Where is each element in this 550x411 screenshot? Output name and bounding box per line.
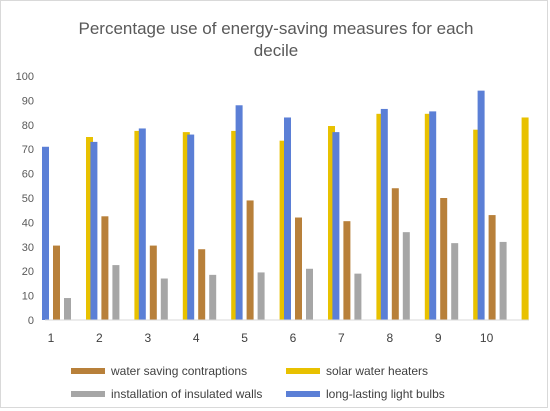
- legend-swatch-long-lasting-light-bulbs: [286, 391, 320, 397]
- y-tick-label: 90: [22, 95, 34, 107]
- bar-water-saving-contraptions-1: [53, 245, 60, 320]
- bar-water-saving-contraptions-5: [246, 200, 254, 320]
- legend-swatch-solar-water-heaters: [286, 368, 320, 374]
- x-tick-label: 6: [290, 331, 297, 345]
- bar-water-saving-contraptions-8: [391, 188, 399, 320]
- bar-solar-water-heaters-1: [86, 137, 93, 320]
- y-tick-label: 40: [22, 217, 34, 229]
- x-tick-label: 7: [338, 331, 345, 345]
- bar-long-lasting-light-bulbs-8: [380, 108, 388, 320]
- bar-solar-water-heaters-5: [279, 140, 287, 320]
- legend-label-long-lasting-light-bulbs: long-lasting light bulbs: [326, 387, 445, 401]
- bar-installation-of-insulated-walls-8: [402, 232, 410, 320]
- y-tick-label: 80: [22, 120, 34, 132]
- bar-water-saving-contraptions-3: [149, 245, 157, 320]
- bar-solar-water-heaters-8: [424, 113, 432, 320]
- chart-title-line-1: Percentage use of energy-saving measures…: [78, 19, 473, 38]
- chart-title-line-2: decile: [254, 41, 298, 60]
- y-tick-label: 50: [22, 193, 34, 205]
- bar-installation-of-insulated-walls-3: [160, 278, 168, 320]
- x-tick-label: 4: [193, 331, 200, 345]
- bar-installation-of-insulated-walls-5: [257, 272, 265, 320]
- bar-long-lasting-light-bulbs-1: [42, 146, 49, 320]
- bar-solar-water-heaters-9: [473, 129, 481, 320]
- bar-long-lasting-light-bulbs-3: [138, 128, 146, 320]
- bar-long-lasting-light-bulbs-9: [429, 111, 437, 320]
- x-tick-label: 5: [241, 331, 248, 345]
- bar-water-saving-contraptions-2: [101, 216, 109, 320]
- bar-installation-of-insulated-walls-1: [64, 298, 71, 320]
- bar-long-lasting-light-bulbs-5: [235, 105, 243, 320]
- bar-water-saving-contraptions-9: [440, 198, 448, 320]
- bar-solar-water-heaters-2: [134, 130, 142, 320]
- bar-installation-of-insulated-walls-9: [451, 243, 459, 320]
- x-tick-label: 9: [435, 331, 442, 345]
- bar-long-lasting-light-bulbs-4: [187, 134, 195, 320]
- bar-installation-of-insulated-walls-2: [112, 265, 120, 320]
- bar-water-saving-contraptions-6: [295, 217, 302, 320]
- bar-water-saving-contraptions-10: [488, 215, 496, 320]
- bar-installation-of-insulated-walls-4: [209, 274, 217, 320]
- bar-installation-of-insulated-walls-6: [306, 268, 313, 320]
- y-tick-label: 30: [22, 242, 34, 254]
- bar-solar-water-heaters-3: [182, 132, 190, 320]
- y-tick-label: 0: [28, 315, 34, 327]
- bar-solar-water-heaters-6: [328, 126, 335, 321]
- x-axis-ticks: 1 2 3 4 5 6 7 8 9 10: [48, 331, 494, 345]
- bar-solar-water-heaters-4: [231, 130, 239, 320]
- x-tick-label: 1: [48, 331, 55, 345]
- legend-label-water-saving-contraptions: water saving contraptions: [110, 364, 247, 378]
- y-tick-label: 10: [22, 291, 34, 303]
- bar-installation-of-insulated-walls-7: [354, 273, 362, 320]
- x-tick-label: 2: [96, 331, 103, 345]
- bar-long-lasting-light-bulbs-7: [332, 132, 340, 320]
- legend-label-installation-of-insulated-walls: installation of insulated walls: [111, 387, 262, 401]
- y-axis-ticks: 0 10 20 30 40 50 60 70 80 90 100: [16, 71, 34, 327]
- bar-long-lasting-light-bulbs-10: [477, 90, 485, 320]
- bar-long-lasting-light-bulbs-6: [284, 117, 291, 320]
- x-tick-label: 8: [386, 331, 393, 345]
- y-tick-label: 100: [16, 71, 34, 83]
- legend-swatch-installation-of-insulated-walls: [71, 391, 105, 397]
- x-tick-label: 10: [480, 331, 494, 345]
- y-tick-label: 20: [22, 266, 34, 278]
- y-tick-label: 70: [22, 144, 34, 156]
- legend: water saving contraptions solar water hea…: [71, 364, 445, 401]
- bars: [42, 90, 529, 321]
- bar-water-saving-contraptions-4: [198, 249, 206, 320]
- legend-swatch-water-saving-contraptions: [71, 368, 105, 374]
- bar-solar-water-heaters-7: [376, 113, 384, 320]
- x-tick-label: 3: [144, 331, 151, 345]
- bar-solar-water-heaters-10: [521, 117, 529, 320]
- bar-water-saving-contraptions-7: [343, 221, 351, 320]
- legend-label-solar-water-heaters: solar water heaters: [326, 364, 428, 378]
- bar-long-lasting-light-bulbs-2: [90, 141, 98, 320]
- y-tick-label: 60: [22, 169, 34, 181]
- bar-installation-of-insulated-walls-10: [499, 241, 507, 320]
